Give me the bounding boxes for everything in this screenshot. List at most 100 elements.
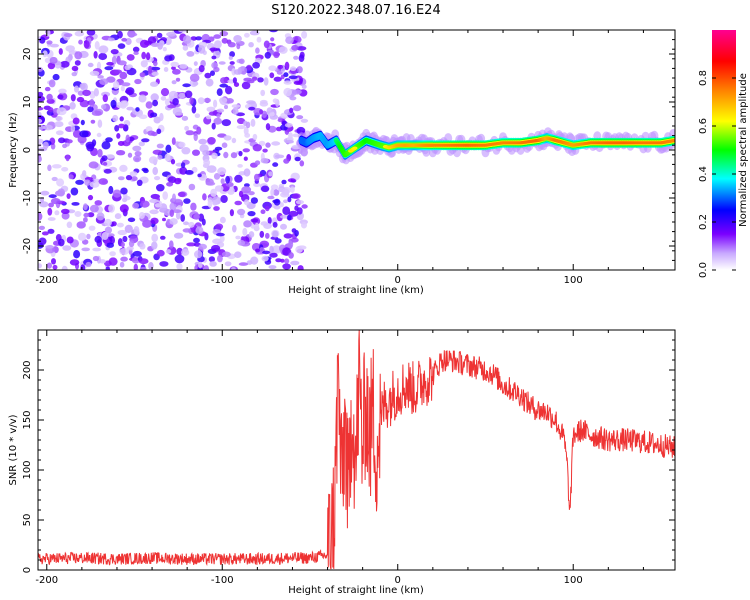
noise-speckle: [65, 154, 70, 162]
noise-speckle: [159, 261, 169, 267]
noise-speckle: [138, 94, 147, 103]
noise-speckle: [104, 66, 114, 71]
noise-speckle: [213, 34, 222, 39]
noise-speckle: [76, 221, 86, 229]
noise-speckle: [94, 235, 102, 244]
noise-speckle: [271, 245, 282, 254]
noise-speckle: [91, 110, 102, 116]
noise-speckle: [233, 35, 242, 43]
noise-speckle: [223, 151, 229, 159]
noise-speckle: [260, 89, 266, 97]
noise-speckle: [156, 143, 164, 149]
noise-speckle: [253, 182, 261, 188]
noise-speckle: [244, 32, 250, 38]
noise-speckle: [296, 115, 304, 120]
noise-speckle: [104, 218, 112, 227]
noise-speckle: [121, 100, 129, 108]
noise-speckle: [44, 86, 51, 92]
snr-x-tick-label: -100: [211, 575, 234, 586]
noise-speckle: [98, 45, 109, 54]
noise-speckle: [154, 203, 162, 208]
noise-speckle: [182, 45, 189, 51]
noise-speckle: [55, 130, 64, 136]
noise-speckle: [230, 152, 238, 159]
snr-x-label: Height of straight line (km): [288, 585, 424, 596]
noise-speckle: [148, 262, 154, 270]
noise-speckle: [237, 239, 246, 246]
spectrogram-y-tick-label: -10: [22, 190, 33, 206]
noise-speckle: [162, 191, 168, 200]
noise-speckle: [78, 39, 83, 45]
noise-speckle: [191, 105, 197, 114]
noise-speckle: [74, 60, 81, 66]
noise-speckle: [283, 233, 293, 239]
noise-speckle: [270, 37, 275, 42]
noise-speckle: [282, 206, 291, 215]
noise-speckle: [262, 201, 272, 210]
noise-speckle: [204, 72, 212, 79]
noise-speckle: [290, 260, 300, 266]
noise-speckle: [252, 133, 258, 141]
noise-speckle: [83, 217, 88, 223]
noise-speckle: [126, 106, 134, 111]
spectrogram-y-label: Frequency (Hz): [8, 112, 19, 188]
noise-speckle: [178, 141, 186, 148]
noise-speckle: [139, 39, 150, 48]
noise-speckle: [288, 240, 294, 249]
noise-speckle: [232, 77, 237, 84]
noise-speckle: [209, 261, 217, 267]
noise-speckle: [218, 61, 226, 65]
noise-speckle: [172, 68, 181, 75]
snr-y-tick-label: 150: [22, 410, 33, 429]
noise-speckle: [273, 51, 280, 59]
noise-speckle: [242, 148, 250, 153]
noise-speckle: [243, 168, 251, 177]
noise-speckle: [189, 97, 194, 105]
snr-y-tick-label: 200: [22, 360, 33, 379]
noise-speckle: [225, 85, 233, 95]
noise-speckle: [221, 37, 228, 44]
noise-speckle: [101, 141, 111, 150]
noise-speckle: [278, 46, 288, 54]
noise-speckle: [138, 258, 149, 265]
noise-speckle: [284, 139, 294, 144]
noise-speckle: [250, 256, 259, 265]
noise-speckle: [192, 81, 199, 86]
noise-speckle: [156, 32, 163, 39]
noise-speckle: [269, 30, 278, 33]
noise-speckle: [49, 56, 58, 64]
noise-speckle: [170, 61, 179, 67]
noise-speckle: [213, 117, 222, 125]
noise-speckle: [49, 43, 60, 48]
noise-speckle: [54, 210, 60, 216]
noise-speckle: [109, 251, 116, 257]
noise-speckle: [66, 236, 74, 244]
noise-speckle: [113, 81, 120, 90]
noise-speckle: [46, 93, 53, 101]
noise-speckle: [285, 36, 294, 44]
noise-speckle: [105, 266, 110, 270]
noise-speckle: [90, 119, 96, 124]
noise-speckle: [280, 223, 287, 230]
snr-y-tick-label: 50: [22, 514, 33, 527]
noise-speckle: [298, 54, 305, 62]
noise-speckle: [244, 199, 250, 206]
noise-speckle: [231, 137, 237, 144]
noise-speckle: [130, 176, 138, 182]
noise-speckle: [188, 183, 196, 191]
noise-speckle: [117, 141, 125, 146]
noise-speckle: [102, 162, 108, 166]
noise-speckle: [126, 246, 134, 251]
noise-speckle: [41, 231, 49, 236]
noise-speckle: [120, 85, 125, 92]
noise-speckle: [284, 258, 290, 264]
noise-speckle: [164, 98, 170, 106]
noise-speckle: [217, 254, 223, 263]
noise-speckle: [297, 265, 304, 270]
noise-speckle: [117, 30, 123, 39]
noise-speckle: [87, 194, 94, 201]
noise-speckle: [219, 234, 225, 243]
noise-speckle: [40, 190, 50, 196]
noise-speckle: [244, 132, 251, 138]
noise-speckle: [211, 152, 218, 159]
